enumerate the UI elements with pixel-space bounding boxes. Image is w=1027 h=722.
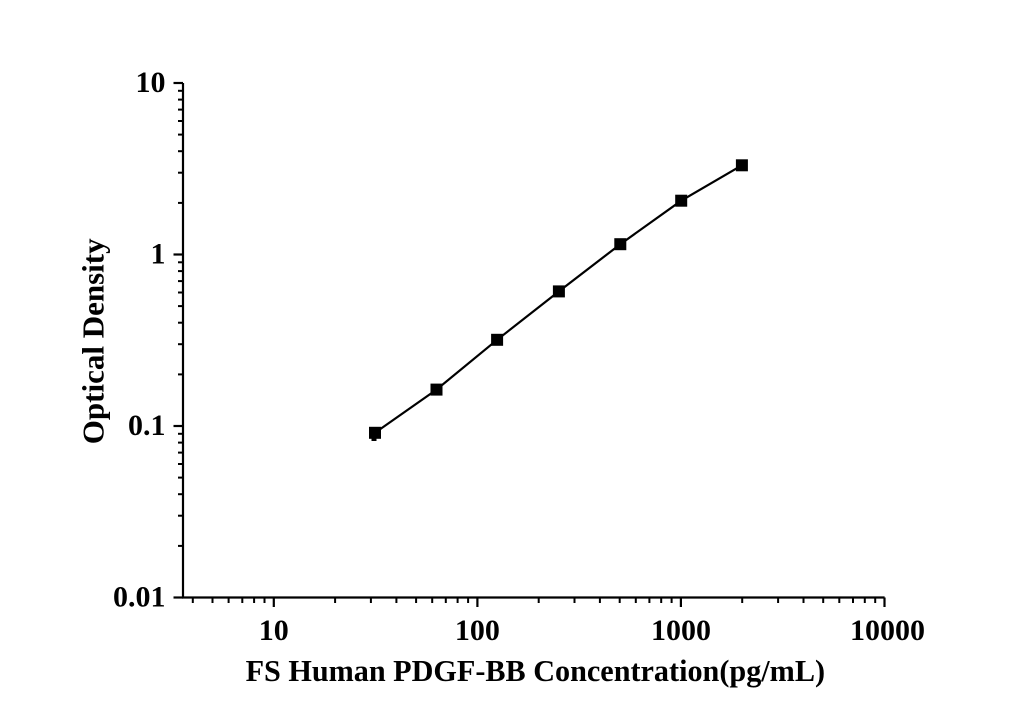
svg-text:100: 100 — [455, 614, 500, 647]
svg-text:0.1: 0.1 — [128, 409, 166, 442]
svg-text:10: 10 — [136, 66, 166, 99]
svg-text:1000: 1000 — [651, 614, 711, 647]
svg-text:10: 10 — [259, 614, 289, 647]
svg-text:10000: 10000 — [850, 614, 925, 647]
svg-text:1: 1 — [151, 238, 166, 271]
svg-text:FS Human PDGF-BB Concentration: FS Human PDGF-BB Concentration(pg/mL) — [246, 654, 825, 688]
svg-text:0.01: 0.01 — [113, 581, 166, 614]
svg-text:Optical Density: Optical Density — [76, 238, 111, 444]
